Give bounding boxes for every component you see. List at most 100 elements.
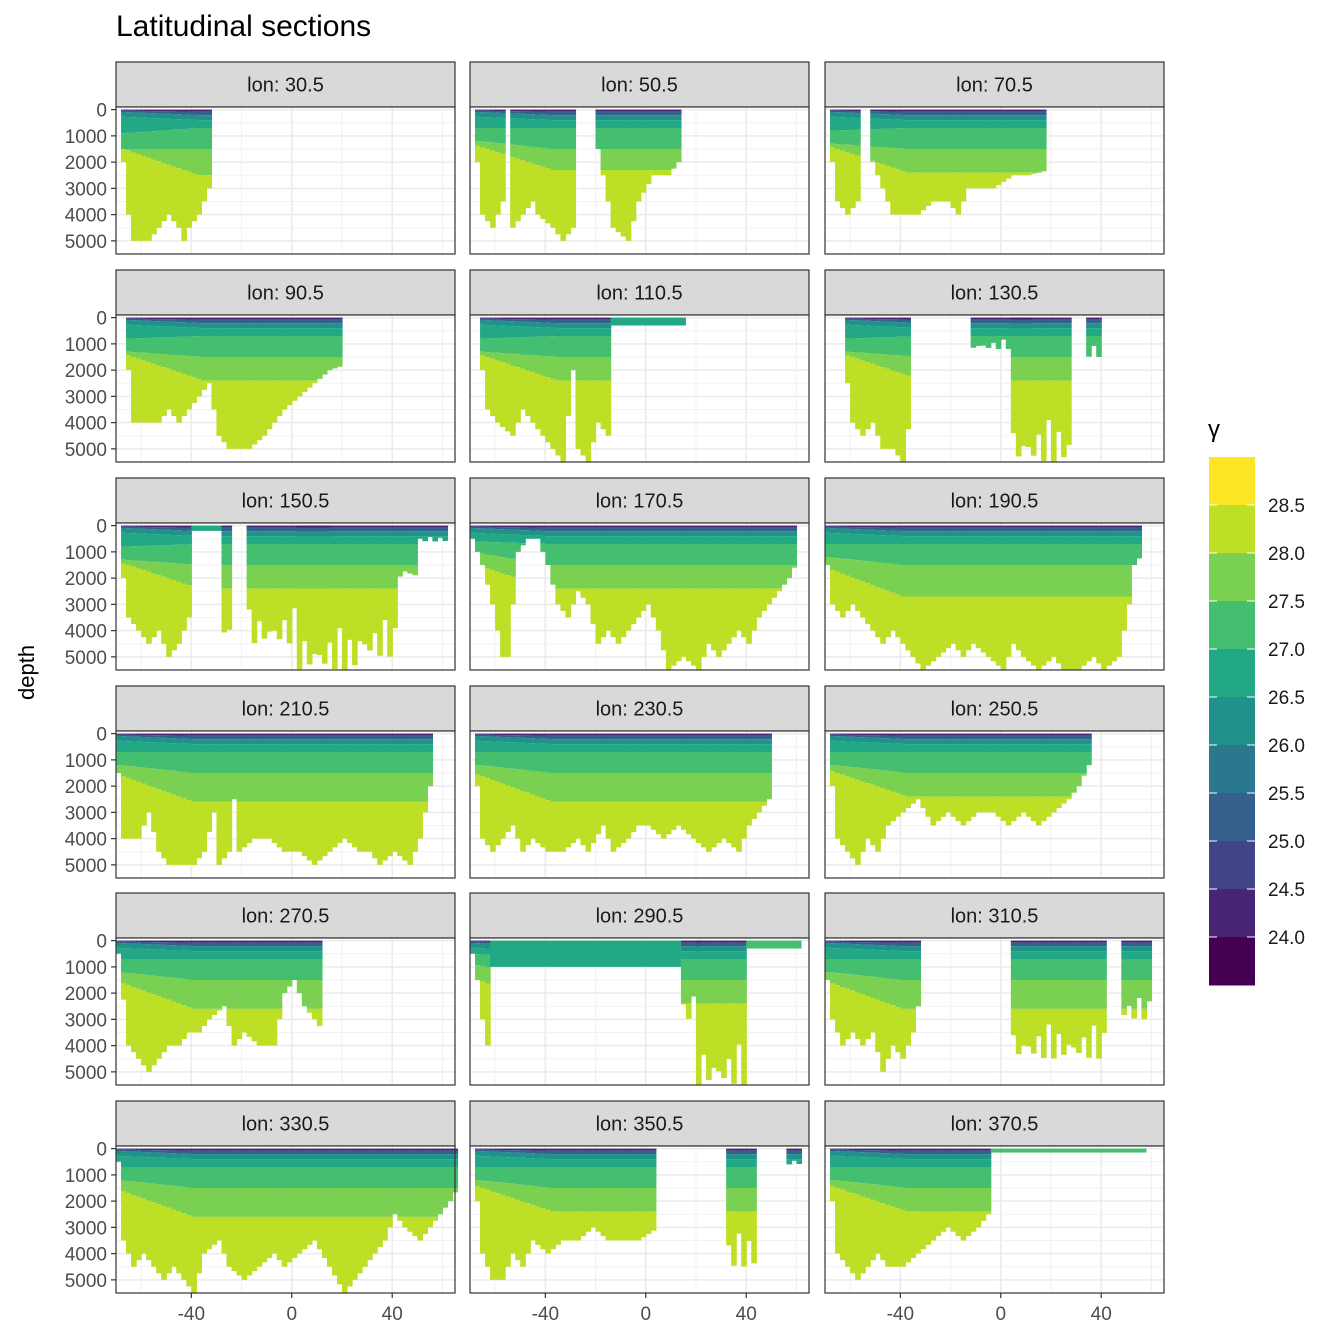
gamma-cell	[392, 588, 398, 629]
gamma-cell	[930, 796, 937, 826]
gamma-cell	[321, 336, 328, 357]
gamma-cell	[840, 130, 846, 145]
gamma-cell	[1086, 951, 1092, 959]
gamma-cell	[830, 147, 836, 163]
gamma-cell	[855, 944, 861, 950]
gamma-cell	[251, 525, 258, 528]
gamma-cell	[990, 120, 997, 128]
gamma-cell	[377, 735, 383, 740]
gamma-cell	[630, 735, 637, 740]
gamma-cell	[271, 959, 278, 980]
gamma-cell	[1086, 565, 1092, 597]
gamma-cell	[540, 527, 546, 531]
gamma-cell	[950, 527, 957, 532]
gamma-cell	[605, 317, 612, 320]
gamma-cell	[116, 752, 122, 766]
gamma-cell	[266, 773, 273, 802]
gamma-cell	[241, 980, 248, 1009]
gamma-cell	[530, 794, 536, 839]
y-tick-label: 1000	[65, 751, 107, 772]
gamma-cell	[412, 752, 418, 773]
gamma-cell	[736, 536, 742, 544]
gamma-cell	[746, 531, 752, 537]
gamma-cell	[1056, 733, 1062, 736]
gamma-cell	[520, 111, 526, 114]
gamma-cell	[171, 321, 177, 327]
gamma-cell	[555, 739, 561, 745]
gamma-cell	[342, 536, 348, 544]
gamma-cell	[500, 153, 506, 202]
gamma-cell	[271, 739, 278, 745]
gamma-cell	[585, 588, 592, 605]
gamma-cell	[141, 110, 147, 113]
gamma-cell	[362, 525, 368, 528]
gamma-cell	[520, 752, 526, 770]
gamma-cell	[995, 744, 1002, 752]
gamma-cell	[1061, 336, 1067, 357]
gamma-cell	[885, 752, 891, 771]
gamma-cell	[545, 128, 551, 149]
gamma-cell	[342, 525, 348, 528]
gamma-cell	[161, 769, 167, 791]
gamma-cell	[530, 738, 536, 744]
gamma-cell	[731, 588, 737, 638]
gamma-cell	[151, 527, 157, 530]
gamma-cell	[840, 943, 846, 949]
gamma-cell	[890, 752, 896, 772]
gamma-cell	[226, 942, 233, 947]
gamma-cell	[336, 328, 343, 336]
gamma-cell	[261, 319, 268, 324]
gamma-cell	[191, 128, 197, 149]
gamma-cell	[1066, 527, 1072, 532]
gamma-cell	[1025, 980, 1032, 1009]
facet-panel: lon: 130.5	[824, 269, 1165, 463]
gamma-cell	[296, 980, 303, 994]
gamma-cell	[236, 942, 243, 947]
gamma-cell	[855, 320, 861, 326]
gamma-cell	[121, 109, 127, 111]
gamma-cell	[402, 752, 408, 773]
gamma-cell	[865, 525, 871, 528]
gamma-cell	[201, 1008, 207, 1026]
gamma-cell	[726, 588, 732, 644]
gamma-cell	[1040, 128, 1047, 149]
gamma-cell	[236, 319, 243, 324]
gamma-cell	[716, 544, 722, 565]
gamma-cell	[741, 773, 747, 802]
gamma-cell	[650, 739, 657, 745]
gamma-cell	[555, 752, 561, 773]
gamma-cell	[1096, 531, 1102, 537]
gamma-cell	[756, 733, 762, 736]
gamma-cell	[1040, 959, 1047, 980]
gamma-cell	[915, 596, 922, 664]
gamma-cell	[610, 536, 617, 544]
gamma-cell	[1136, 527, 1142, 532]
gamma-cell	[1035, 317, 1042, 320]
gamma-cell	[766, 588, 772, 605]
gamma-cell	[690, 940, 697, 943]
gamma-cell	[645, 536, 652, 544]
gamma-cell	[726, 1003, 732, 1059]
gamma-cell	[412, 531, 418, 537]
gamma-cell	[1061, 544, 1067, 565]
gamma-cell	[382, 739, 388, 745]
gamma-cell	[890, 128, 896, 148]
gamma-cell	[696, 733, 702, 736]
gamma-cell	[950, 115, 957, 121]
gamma-cell	[505, 542, 511, 558]
gamma-cell	[580, 773, 587, 802]
gamma-cell	[960, 172, 967, 202]
gamma-cell	[855, 779, 861, 865]
gamma-cell	[895, 940, 901, 943]
gamma-cell	[560, 744, 567, 752]
gamma-cell	[711, 1003, 717, 1068]
gamma-cell	[525, 321, 531, 327]
gamma-cell	[1071, 942, 1077, 947]
gamma-cell	[1040, 115, 1047, 121]
gamma-cell	[176, 743, 182, 752]
gamma-cell	[1045, 752, 1052, 773]
gamma-cell	[1025, 946, 1032, 952]
gamma-cell	[570, 323, 577, 329]
gamma-cell	[985, 735, 992, 740]
gamma-cell	[716, 525, 722, 528]
